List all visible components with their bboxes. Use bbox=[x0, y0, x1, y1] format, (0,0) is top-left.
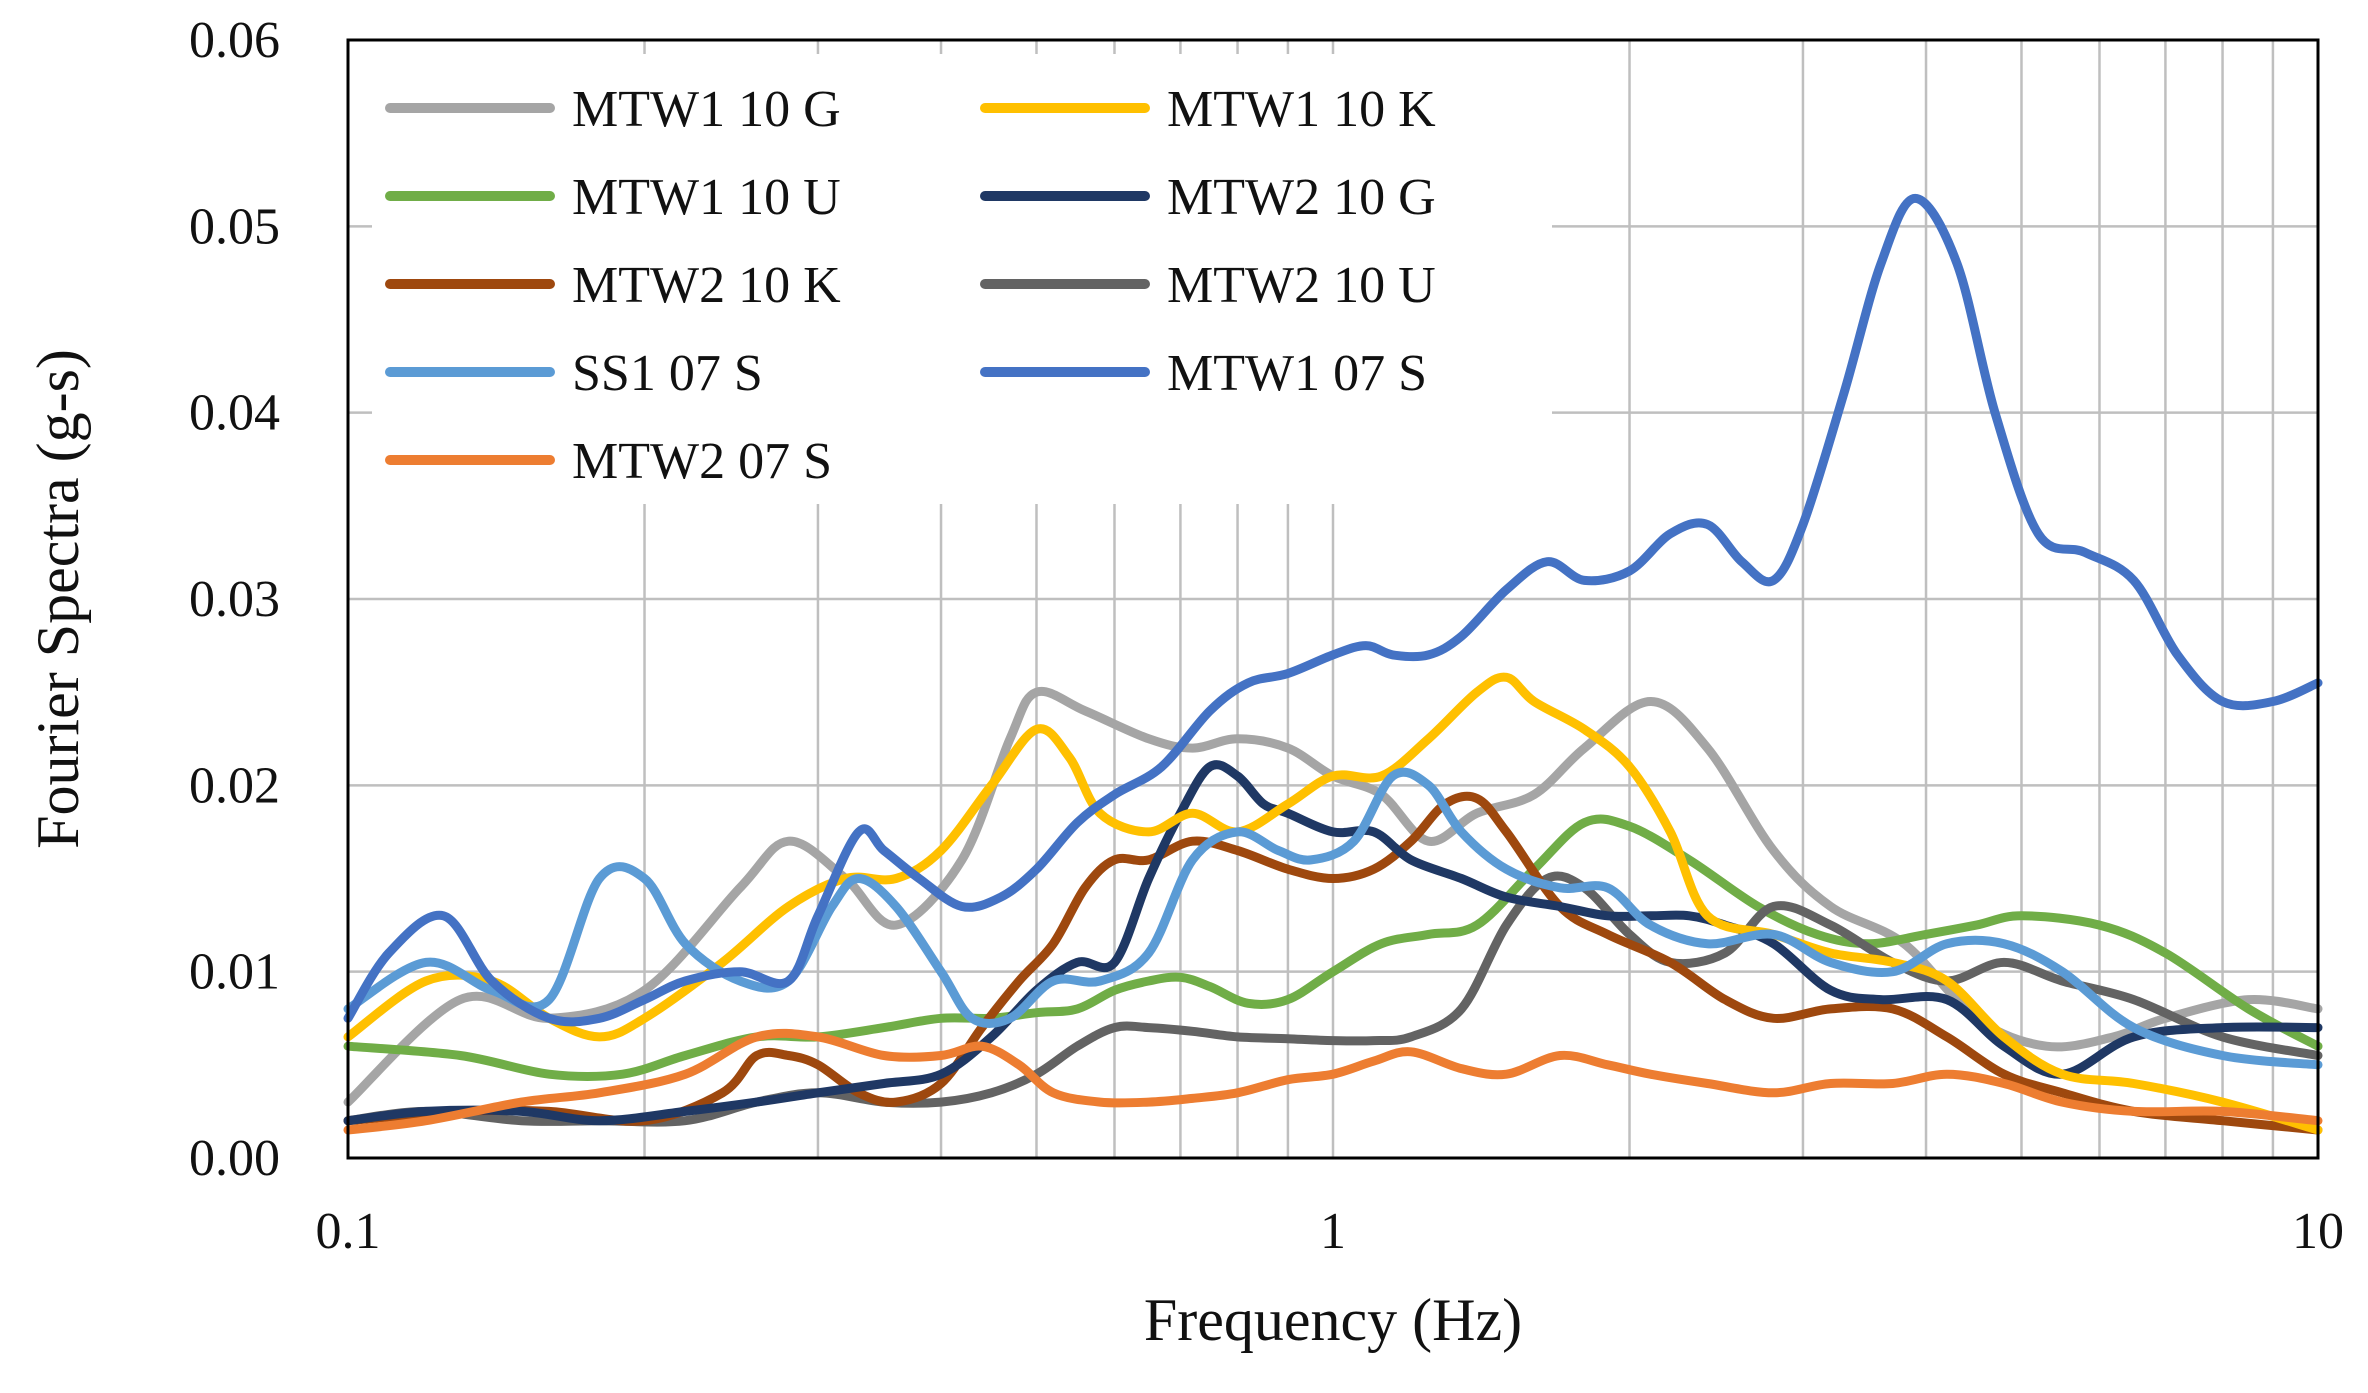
x-tick-label: 1 bbox=[1320, 1203, 1346, 1260]
y-tick-label: 0.06 bbox=[189, 12, 280, 69]
legend-label: MTW1 10 U bbox=[572, 169, 841, 226]
x-tick-label: 10 bbox=[2292, 1203, 2344, 1260]
legend-label: MTW1 10 K bbox=[1167, 81, 1436, 138]
x-axis-title: Frequency (Hz) bbox=[1144, 1287, 1522, 1353]
y-tick-label: 0.03 bbox=[189, 571, 280, 628]
series-line-ss1-07-s bbox=[343, 767, 2323, 1070]
y-tick-label: 0.02 bbox=[189, 757, 280, 814]
legend-label: MTW2 10 U bbox=[1167, 257, 1436, 314]
legend-label: SS1 07 S bbox=[572, 345, 763, 402]
legend-label: MTW1 10 G bbox=[572, 81, 841, 138]
series-line-mtw1-10-k bbox=[343, 672, 2323, 1135]
legend-label: MTW1 07 S bbox=[1167, 345, 1427, 402]
series-line-mtw2-10-k bbox=[343, 791, 2323, 1135]
y-axis-ticks: 0.00 0.01 0.02 0.03 0.04 0.05 0.06 bbox=[189, 12, 280, 1187]
series-line-mtw2-10-g bbox=[343, 760, 2323, 1126]
series-line-mtw1-07-s bbox=[343, 193, 2323, 1027]
series-lines bbox=[343, 193, 2323, 1135]
series-line-mtw2-07-s bbox=[343, 1028, 2323, 1135]
series-line-mtw1-10-g bbox=[343, 686, 2323, 1107]
x-tick-label: 0.1 bbox=[316, 1203, 381, 1260]
legend-label: MTW2 10 G bbox=[1167, 169, 1436, 226]
y-tick-label: 0.01 bbox=[189, 944, 280, 1001]
legend-label: MTW2 07 S bbox=[572, 433, 832, 490]
y-tick-label: 0.05 bbox=[189, 198, 280, 255]
x-axis-ticks: 0.1 1 10 bbox=[316, 1203, 2345, 1260]
legend: MTW1 10 G MTW1 10 K MTW1 10 U MTW2 10 G MTW2… bbox=[372, 54, 1552, 504]
plot-border bbox=[346, 38, 2320, 1160]
y-tick-label: 0.04 bbox=[189, 385, 280, 442]
y-axis-title: Fourier Spectra (g-s) bbox=[25, 349, 91, 849]
legend-label: MTW2 10 K bbox=[572, 257, 841, 314]
y-tick-label: 0.00 bbox=[189, 1130, 280, 1187]
legend-background bbox=[372, 54, 1552, 504]
